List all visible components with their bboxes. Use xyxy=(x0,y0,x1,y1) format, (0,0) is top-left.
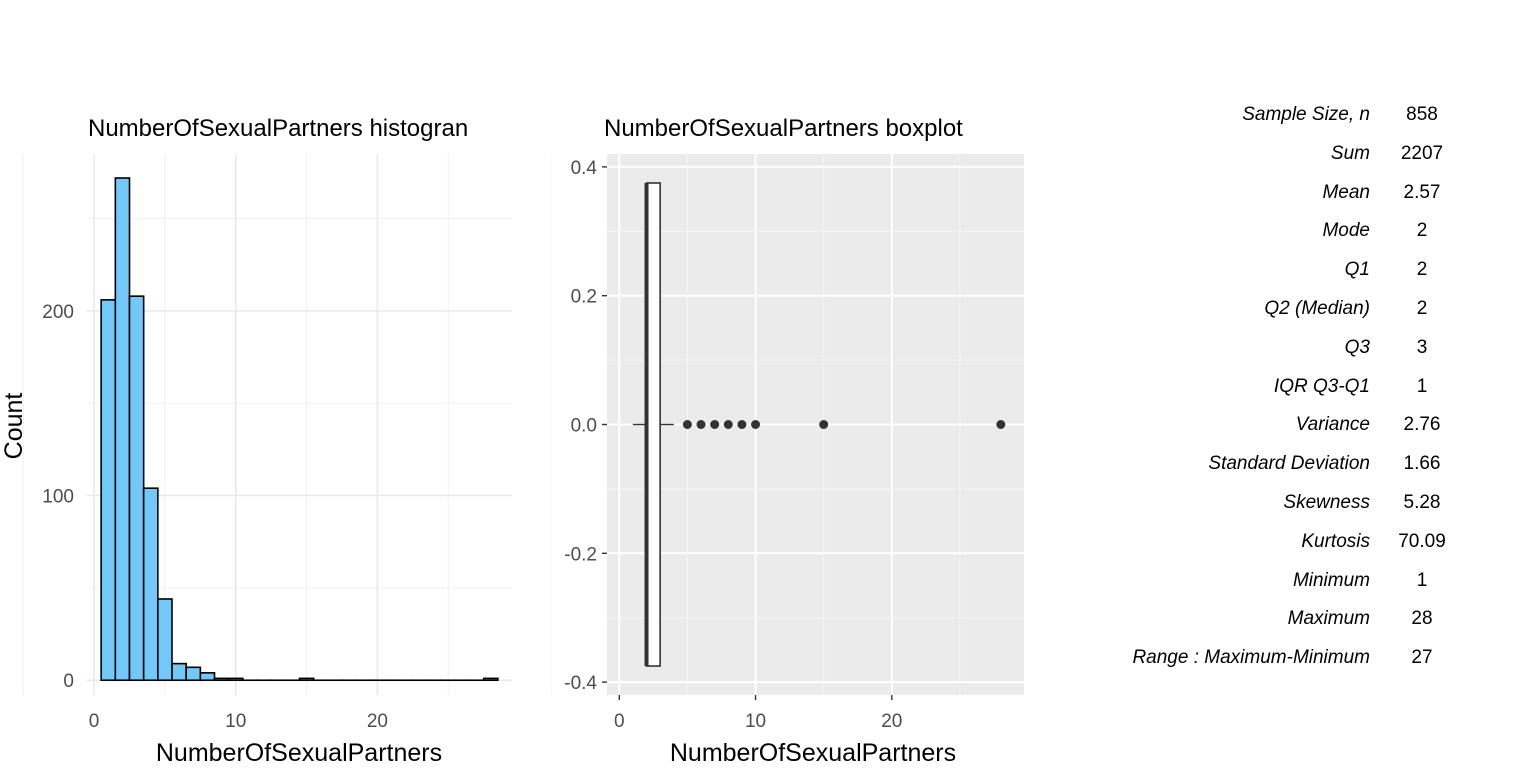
boxplot-x-tick-label: 10 xyxy=(745,711,766,732)
histogram-bar xyxy=(157,598,173,682)
stat-label: Q2 (Median) xyxy=(1264,298,1370,319)
boxplot-outlier-point xyxy=(710,420,720,429)
boxplot-outlier-point xyxy=(723,420,733,429)
histogram-bars xyxy=(100,177,499,682)
stat-label: Q1 xyxy=(1344,259,1370,281)
boxplot-panel: NumberOfSexualPartners boxplot -0.4 -0.2 0… xyxy=(550,115,1024,767)
stat-row: Sum 2207 xyxy=(1080,135,1500,173)
stat-label: Mean xyxy=(1322,181,1370,203)
histogram-y-ticks: 0 100 200 xyxy=(42,302,74,692)
boxplot-x-tick-label: 20 xyxy=(881,711,902,732)
histogram-panel: NumberOfSexualPartners histogran 0100200… xyxy=(0,115,512,767)
boxplot-y-tick-label: 0.2 xyxy=(571,287,597,308)
stat-label: Q3 xyxy=(1344,336,1370,358)
stat-row: Variance 2.76 xyxy=(1080,406,1500,444)
histogram-x-tick-label: 0 xyxy=(89,711,100,732)
stat-label: IQR Q3-Q1 xyxy=(1273,375,1370,397)
boxplot-gridlines xyxy=(550,154,1024,695)
stat-value: 858 xyxy=(1406,104,1438,125)
histogram-bar xyxy=(185,666,202,682)
stat-row: Mean 2.57 xyxy=(1080,174,1500,212)
stat-value: 2.57 xyxy=(1403,181,1441,203)
histogram-bar xyxy=(482,677,499,682)
stat-row: Q1 2 xyxy=(1080,251,1500,289)
stat-row: Kurtosis 70.09 xyxy=(1080,523,1500,561)
stat-value: 1.66 xyxy=(1403,453,1441,475)
boxplot-x-ticks: 0 10 20 xyxy=(614,695,902,732)
stat-label: Sample Size, n xyxy=(1242,104,1370,125)
stat-row: Sample Size, n 858 xyxy=(1080,96,1500,134)
histogram-gridlines xyxy=(22,154,512,695)
stat-value: 2 xyxy=(1416,259,1428,281)
stat-row: Q3 3 xyxy=(1080,329,1500,367)
histogram-y-tick-label: 200 xyxy=(42,302,74,323)
stat-row: Skewness 5.28 xyxy=(1080,484,1500,522)
boxplot-outlier-point xyxy=(996,420,1006,429)
stat-row: Maximum 28 xyxy=(1080,600,1500,638)
histogram-bar xyxy=(171,662,187,682)
boxplot-y-tick-label: 0.0 xyxy=(571,416,597,437)
stat-label: Mode xyxy=(1322,220,1370,242)
histogram-bar xyxy=(128,295,145,682)
stat-row: IQR Q3-Q1 1 xyxy=(1080,368,1500,406)
stat-value: 2 xyxy=(1416,220,1428,242)
histogram-bar xyxy=(227,677,244,682)
stat-value: 1 xyxy=(1416,569,1428,591)
boxplot-y-tick-label: -0.2 xyxy=(564,544,597,565)
histogram-bar xyxy=(114,177,131,682)
histogram-bar xyxy=(199,672,216,682)
histogram-y-tick-label: 0 xyxy=(63,671,74,692)
histogram-x-tick-label: 20 xyxy=(367,711,388,732)
stat-row: Mode 2 xyxy=(1080,212,1500,250)
boxplot-outlier-point xyxy=(682,420,692,429)
stat-label: Range : Maximum-Minimum xyxy=(1132,647,1370,669)
stat-value: 2 xyxy=(1416,298,1428,319)
boxplot-box xyxy=(645,182,661,667)
stat-label: Kurtosis xyxy=(1301,530,1370,552)
histogram-x-tick-label: 10 xyxy=(225,711,246,732)
boxplot-x-tick-label: 0 xyxy=(614,711,625,732)
stat-label: Skewness xyxy=(1283,492,1370,513)
stat-row: Range : Maximum-Minimum 27 xyxy=(1080,639,1500,677)
stat-value: 5.28 xyxy=(1403,492,1441,513)
histogram-y-tick-label: 100 xyxy=(42,487,74,508)
stat-value: 70.09 xyxy=(1398,530,1446,552)
stat-label: Sum xyxy=(1330,142,1370,164)
histogram-bar xyxy=(142,487,159,682)
stat-label: Variance xyxy=(1295,414,1370,436)
stat-row: Minimum 1 xyxy=(1080,562,1500,600)
boxplot-outlier-point xyxy=(819,420,829,429)
histogram-bar xyxy=(100,299,117,682)
boxplot-outlier-point xyxy=(751,420,761,429)
stat-value: 1 xyxy=(1416,375,1428,397)
stat-value: 3 xyxy=(1416,336,1428,358)
stat-value: 27 xyxy=(1411,647,1433,669)
histogram-x-axis-title: NumberOfSexualPartners xyxy=(156,739,442,767)
boxplot-x-axis-title: NumberOfSexualPartners xyxy=(670,739,956,767)
stat-label: Minimum xyxy=(1292,569,1370,591)
stat-label: Maximum xyxy=(1287,608,1370,630)
boxplot-marks xyxy=(632,182,1006,667)
boxplot-y-ticks: -0.4 -0.2 0.0 0.2 0.4 xyxy=(564,158,607,694)
boxplot-outlier-point xyxy=(737,420,747,429)
boxplot-y-tick-label: 0.4 xyxy=(571,158,598,179)
boxplot-y-tick-label: -0.4 xyxy=(564,673,597,694)
histogram-bar xyxy=(213,677,230,682)
stat-value: 28 xyxy=(1411,608,1433,630)
stat-label: Standard Deviation xyxy=(1208,453,1370,475)
histogram-y-axis-title: Count xyxy=(0,393,28,460)
histogram-bar xyxy=(298,677,315,682)
stat-row: Q2 (Median) 2 xyxy=(1080,290,1500,328)
boxplot-title: NumberOfSexualPartners boxplot xyxy=(604,115,963,142)
stat-row: Standard Deviation 1.66 xyxy=(1080,445,1500,483)
histogram-x-ticks: 0 10 20 xyxy=(89,711,388,732)
stat-value: 2207 xyxy=(1400,142,1444,164)
stat-value: 2.76 xyxy=(1403,414,1441,436)
histogram-title: NumberOfSexualPartners histogran xyxy=(88,115,468,142)
boxplot-outlier-point xyxy=(696,420,706,429)
